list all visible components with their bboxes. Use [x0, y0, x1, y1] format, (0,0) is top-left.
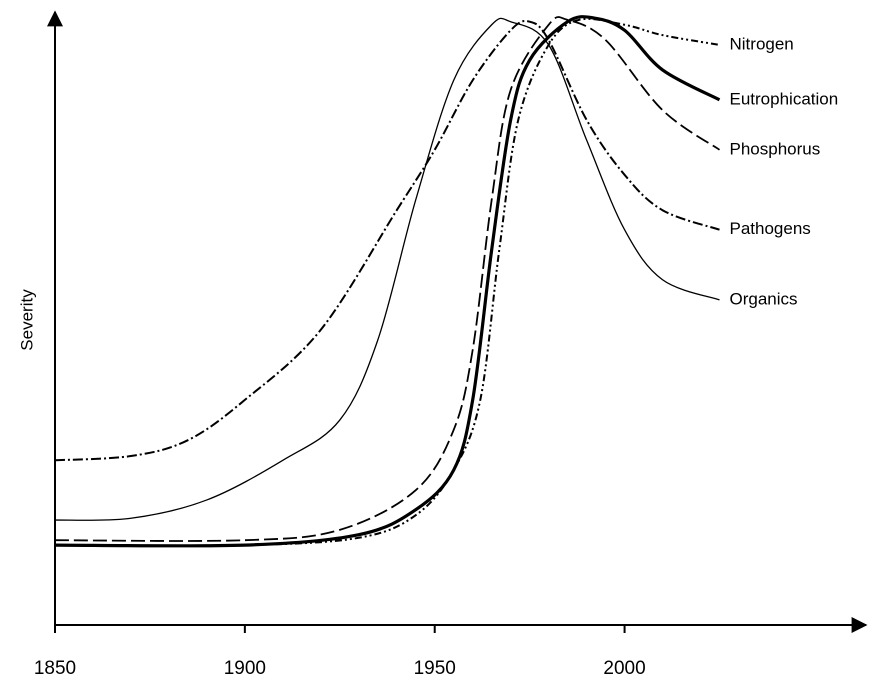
series-label: Eutrophication: [730, 89, 839, 108]
x-tick-label: 1950: [414, 658, 456, 679]
series-line: [54, 17, 720, 521]
series-label: Phosphorus: [730, 139, 821, 158]
x-tick-label: 1900: [224, 658, 266, 679]
series-label: Nitrogen: [730, 34, 794, 53]
y-axis-label: Severity: [17, 289, 36, 351]
series-line: [54, 17, 720, 547]
x-tick-label: 1850: [34, 658, 76, 679]
series-label: Pathogens: [730, 219, 811, 238]
series-line: [54, 16, 721, 542]
x-tick-label: 2000: [603, 658, 645, 679]
series-label: Organics: [730, 289, 798, 308]
series-line: [54, 15, 721, 548]
series-line: [54, 19, 720, 462]
